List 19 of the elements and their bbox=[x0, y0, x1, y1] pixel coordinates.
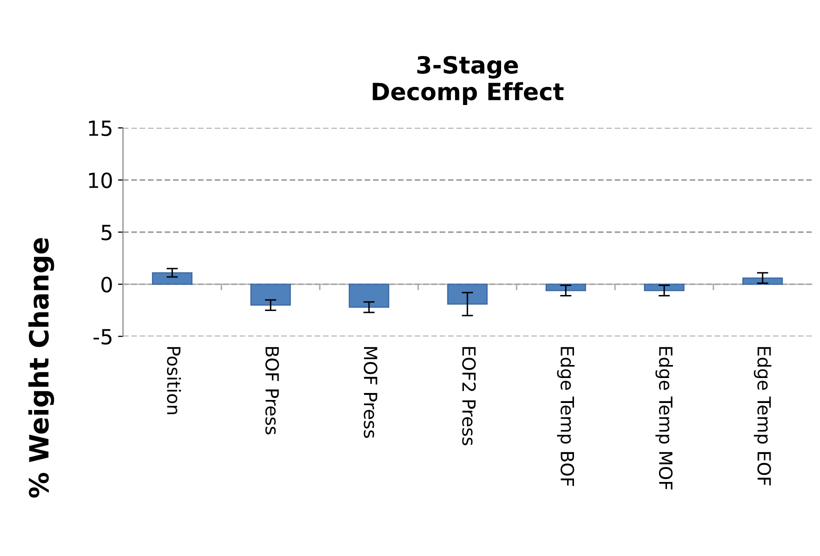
x-tick-label: Edge Temp MOF bbox=[655, 347, 673, 490]
bar bbox=[742, 277, 783, 285]
x-tick-label: Position bbox=[166, 347, 181, 414]
y-tick-label: -5 bbox=[94, 329, 112, 345]
x-tick-label: MOF Press bbox=[364, 347, 378, 438]
x-tick-label: BOF Press bbox=[265, 347, 280, 434]
x-tick-label: EOF2 Press bbox=[462, 347, 476, 446]
x-tick-label: Edge Temp EOF bbox=[754, 347, 772, 486]
bar bbox=[250, 284, 291, 306]
bar bbox=[447, 284, 488, 305]
y-tick-label: 0 bbox=[101, 276, 112, 292]
y-tick-label: 10 bbox=[89, 172, 112, 188]
chart-title: 3-Stage Decomp Effect bbox=[372, 56, 564, 106]
y-tick-label: 15 bbox=[89, 120, 112, 136]
bar bbox=[152, 272, 192, 285]
y-tick-label: 5 bbox=[102, 224, 112, 240]
x-tick-label: Edge Temp BOF bbox=[557, 347, 575, 486]
y-axis-title: % Weight Change bbox=[28, 238, 54, 498]
bar bbox=[348, 284, 390, 308]
